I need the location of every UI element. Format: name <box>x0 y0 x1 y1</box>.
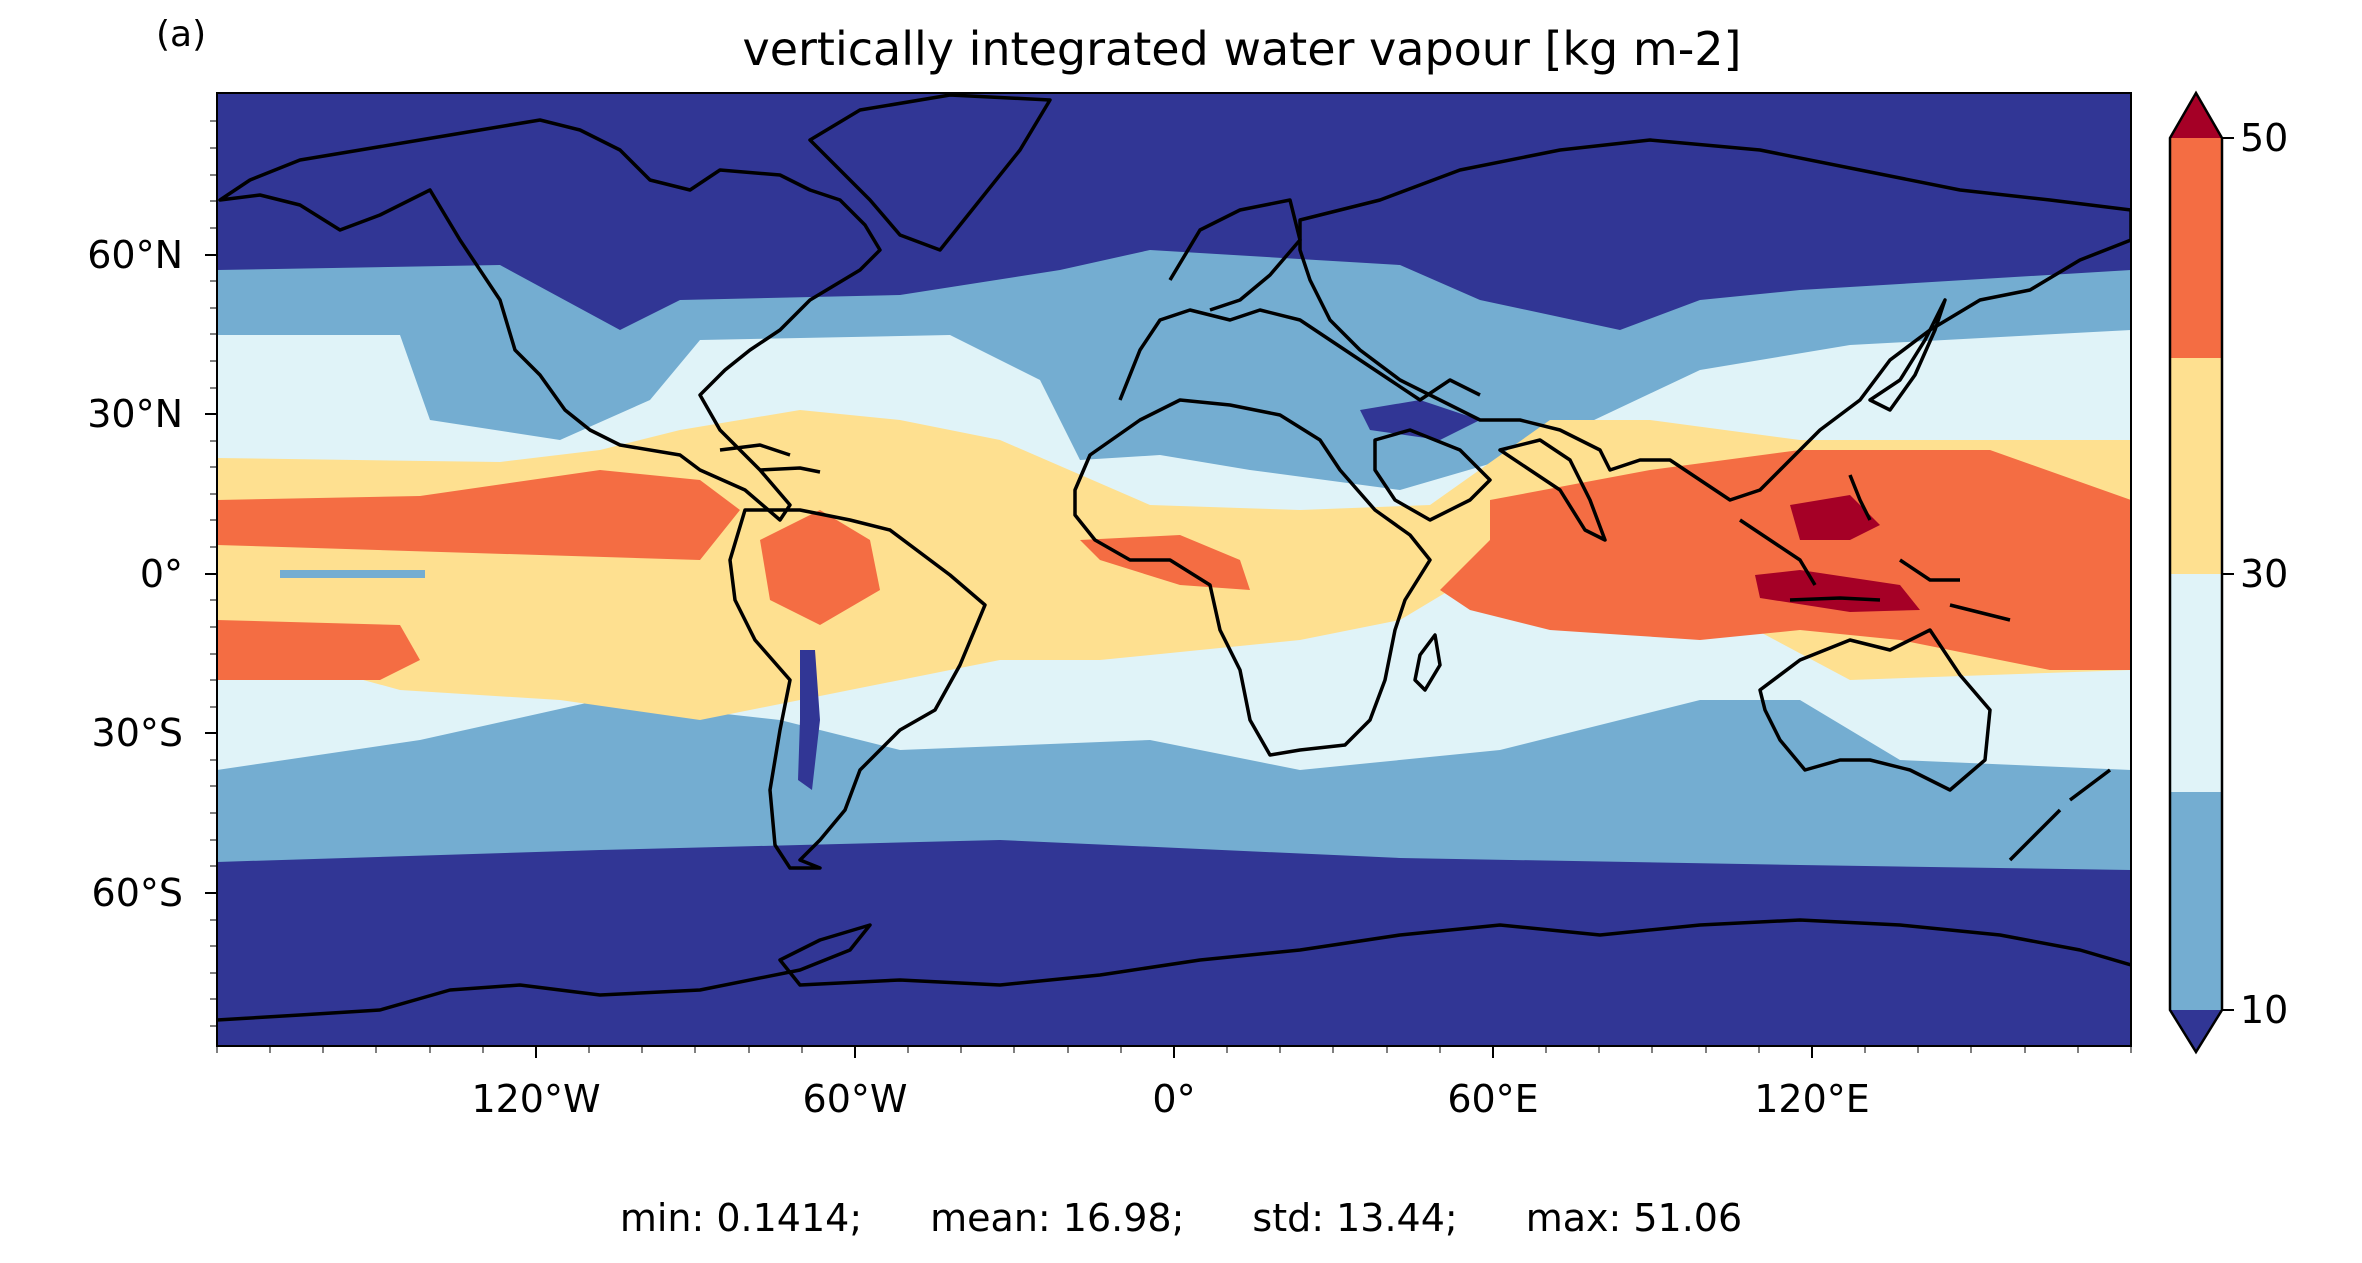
colorbar-segment-2 <box>2170 574 2222 792</box>
lon-minor-ticks <box>216 1046 2132 1053</box>
lat-labels: 60°N 30°N 0° 30°S 60°S <box>87 233 183 915</box>
colorbar-label-50: 50 <box>2240 116 2288 160</box>
stat-min: min: 0.1414; <box>619 1196 863 1240</box>
lon-label-0: 0° <box>1152 1077 1195 1121</box>
stat-mean: mean: 16.98; <box>930 1196 1185 1240</box>
coastlines <box>217 93 2131 1022</box>
stat-max: max: 51.06 <box>1525 1196 1743 1240</box>
lon-labels: 120°W 60°W 0° 60°E 120°E <box>471 1077 1869 1121</box>
colorbar-extend-max <box>2170 93 2222 138</box>
lon-label-60w: 60°W <box>803 1077 908 1121</box>
lat-minor-ticks <box>210 120 217 1027</box>
colorbar-segment-3 <box>2170 358 2222 574</box>
colorbar-extend-min <box>2170 1010 2222 1052</box>
colorbar: 50 30 10 <box>2168 90 2288 1055</box>
lon-axis <box>535 1046 1813 1058</box>
colorbar-label-30: 30 <box>2240 552 2288 596</box>
stat-std: std: 13.44; <box>1252 1196 1458 1240</box>
colorbar-segment-4 <box>2170 138 2222 358</box>
lon-label-120w: 120°W <box>471 1077 600 1121</box>
colorbar-label-10: 10 <box>2240 988 2288 1032</box>
water-vapour-field <box>217 93 2131 1046</box>
panel-label: (a) <box>156 14 207 55</box>
lat-axis <box>205 254 217 894</box>
lon-label-120e: 120°E <box>1754 1077 1870 1121</box>
colorbar-segment-1 <box>2170 792 2222 1010</box>
map-title: vertically integrated water vapour [kg m… <box>742 22 1742 76</box>
lon-label-60e: 60°E <box>1447 1077 1538 1121</box>
lat-label-30s: 30°S <box>92 711 183 755</box>
lat-label-60s: 60°S <box>92 871 183 915</box>
lat-label-30n: 30°N <box>87 392 183 436</box>
lat-label-60n: 60°N <box>87 233 183 277</box>
lat-label-0: 0° <box>140 552 183 596</box>
stats-line: min: 0.1414; mean: 16.98; std: 13.44; max: … <box>0 1196 2362 1240</box>
